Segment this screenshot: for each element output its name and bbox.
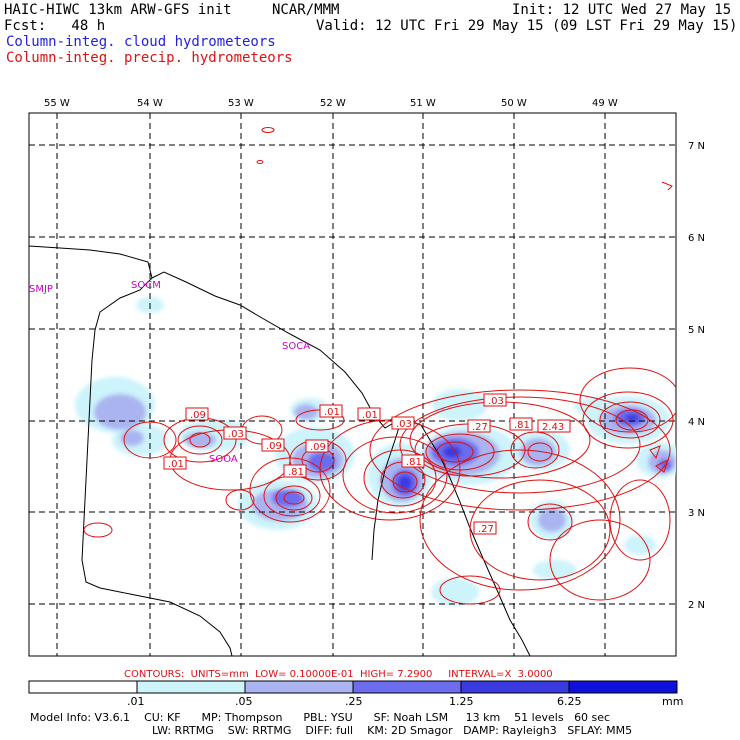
lat-label: 2 N	[688, 600, 705, 611]
svg-text:2.43: 2.43	[542, 422, 564, 433]
lon-label: 51 W	[410, 98, 436, 109]
model-diff: DIFF: full	[305, 724, 354, 737]
model-lw: LW: RRTMG	[152, 724, 214, 737]
forecast-hour: Fcst: 48 h	[4, 18, 106, 34]
station-socm: SOCM	[131, 280, 161, 291]
model-km: KM: 2D Smagor	[367, 724, 453, 737]
station-sooa: SOOA	[209, 454, 238, 465]
svg-text:.27: .27	[478, 524, 494, 535]
model-cu: CU: KF	[144, 711, 181, 724]
model-sw: SW: RRTMG	[227, 724, 292, 737]
svg-text:.09: .09	[310, 442, 326, 453]
contour-label: .09	[185, 407, 209, 421]
color-bar: .01 .05 .25 1.25 6.25 mm	[28, 680, 683, 708]
model-mp: MP: Thompson	[201, 711, 283, 724]
model-res: 13 km	[465, 711, 501, 724]
model-title: HAIC-HIWC 13km ARW-GFS init	[4, 2, 232, 18]
svg-text:.09: .09	[190, 410, 206, 421]
precip-contours	[83, 127, 676, 605]
contour-label: .27	[467, 419, 491, 433]
station-soca: SOCA	[282, 341, 310, 352]
colorbar-units: mm	[662, 695, 683, 708]
svg-text:.27: .27	[472, 422, 488, 433]
model-info-line1: Model Info: V3.6.1 CU: KF MP: Thompson P…	[30, 711, 610, 724]
lat-label: 7 N	[688, 141, 705, 152]
svg-text:.03: .03	[396, 419, 412, 430]
lon-label: 50 W	[501, 98, 527, 109]
contour-label: .03	[483, 393, 507, 407]
colorbar-label: .01	[127, 695, 145, 708]
svg-text:.09: .09	[266, 441, 282, 452]
contour-label: .09	[261, 438, 285, 452]
model-info-line2: LW: RRTMG SW: RRTMG DIFF: full KM: 2D Sm…	[152, 724, 632, 737]
lon-label: 54 W	[137, 98, 163, 109]
field-cloud-label: Column-integ. cloud hydrometeors	[6, 34, 276, 50]
contours-interval: INTERVAL=X 3.0000	[448, 669, 553, 680]
contours-info: CONTOURS: UNITS=mm LOW= 0.10000E-01 HIGH…	[124, 667, 553, 683]
model-dt: 60 sec	[574, 711, 611, 724]
contours-high: HIGH= 7.2900	[360, 669, 433, 680]
contour-label: .01	[319, 404, 343, 418]
svg-text:.81: .81	[406, 457, 422, 468]
lon-label: 53 W	[228, 98, 254, 109]
colorbar-label: .25	[345, 695, 363, 708]
contour-labels: .09 .03 .01 .09 .09 .81 .01 .01 .03 .81 …	[163, 393, 571, 535]
init-time: Init: 12 UTC Wed 27 May 15	[512, 2, 732, 18]
organization: NCAR/MMM	[272, 2, 340, 18]
longitude-labels: 55 W 54 W 53 W 52 W 51 W 50 W 49 W	[44, 98, 618, 109]
svg-text:.81: .81	[514, 420, 530, 431]
svg-text:.03: .03	[228, 429, 244, 440]
valid-time: Valid: 12 UTC Fri 29 May 15 (09 LST Fri …	[316, 18, 738, 34]
contours-label: CONTOURS:	[124, 669, 185, 680]
model-sflay: SFLAY: MM5	[567, 724, 633, 737]
lat-label: 4 N	[688, 417, 705, 428]
station-labels: SMJP SOCM SOCA SOOA	[29, 280, 310, 465]
model-damp: DAMP: Rayleigh3	[463, 724, 557, 737]
lat-label: 5 N	[688, 325, 705, 336]
contour-label: .09	[305, 439, 329, 453]
station-smjp: SMJP	[29, 284, 53, 295]
contour-label: .81	[509, 417, 533, 431]
contour-label: .03	[223, 426, 247, 440]
contours-low: LOW= 0.10000E-01	[255, 669, 354, 680]
contour-label: .81	[401, 454, 425, 468]
svg-text:.01: .01	[168, 459, 184, 470]
contour-label: .01	[163, 456, 187, 470]
colorbar-segment	[568, 680, 678, 694]
model-pbl: PBL: YSU	[303, 711, 353, 724]
contour-label: .03	[391, 416, 415, 430]
lon-label: 49 W	[592, 98, 618, 109]
lat-label: 3 N	[688, 508, 705, 519]
contour-label: .27	[473, 521, 497, 535]
lon-label: 52 W	[320, 98, 346, 109]
svg-text:.01: .01	[362, 410, 378, 421]
svg-text:.81: .81	[288, 467, 304, 478]
lon-label: 55 W	[44, 98, 70, 109]
model-sf: SF: Noah LSM	[373, 711, 449, 724]
field-precip-label: Column-integ. precip. hydrometeors	[6, 50, 293, 66]
colorbar-segment	[28, 680, 138, 694]
model-version: Model Info: V3.6.1	[30, 711, 131, 724]
contour-label: .01	[357, 407, 381, 421]
contour-label: 2.43	[537, 419, 571, 433]
colorbar-label: 6.25	[557, 695, 582, 708]
model-levels: 51 levels	[514, 711, 564, 724]
colorbar-label: 1.25	[449, 695, 474, 708]
svg-text:.03: .03	[488, 396, 504, 407]
colorbar-label: .05	[235, 695, 253, 708]
contour-label: .81	[283, 464, 307, 478]
lat-label: 6 N	[688, 233, 705, 244]
svg-text:.01: .01	[324, 407, 340, 418]
contours-units: UNITS=mm	[190, 669, 249, 680]
latitude-labels: 7 N 6 N 5 N 4 N 3 N 2 N	[688, 141, 705, 611]
